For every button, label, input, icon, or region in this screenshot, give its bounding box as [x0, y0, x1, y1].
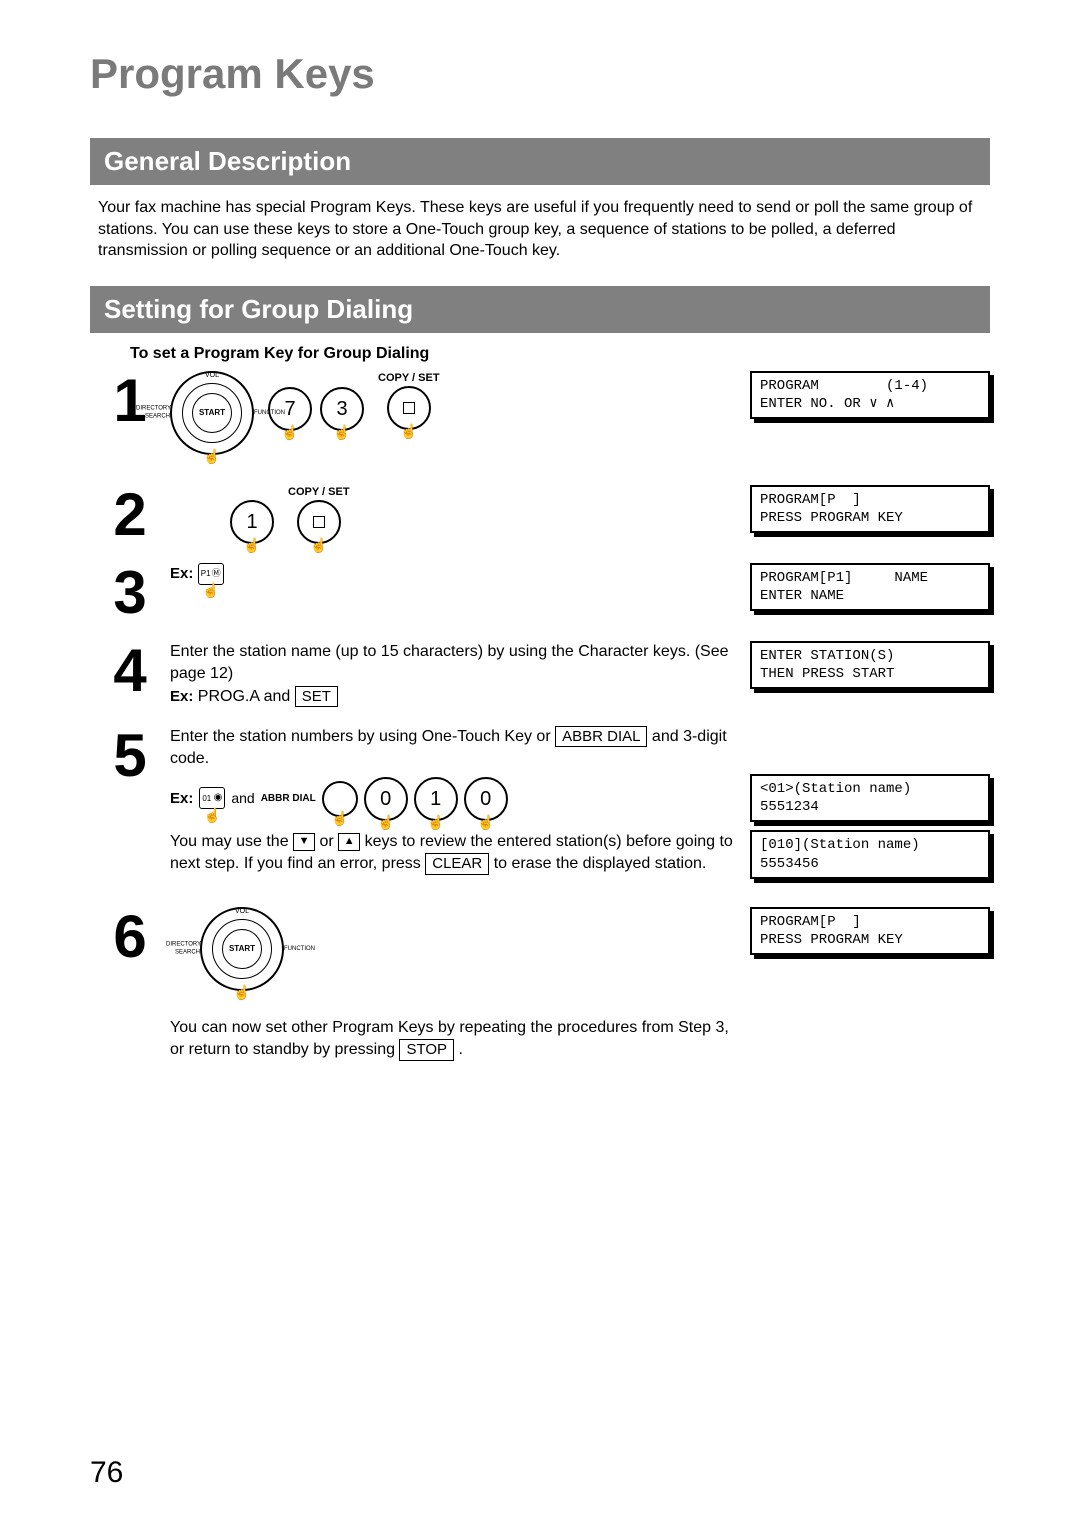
step-6-number: 6 [90, 907, 170, 967]
step-4-ex-text: PROG.A and [193, 688, 294, 705]
step-5-text-a: Enter the station numbers by using One-T… [170, 728, 555, 745]
start-label: START [222, 929, 262, 969]
press-icon [280, 425, 300, 443]
dir-search-label: DIRECTORY SEARCH [166, 940, 200, 957]
lcd-line: PROGRAM[P ] [760, 914, 861, 930]
stop-key-box: STOP [399, 1039, 454, 1061]
lcd-display-1: PROGRAM (1-4) ENTER NO. OR ∨ ∧ [750, 371, 990, 419]
up-arrow-key-icon: ▲ [338, 833, 360, 851]
stop-square-icon [403, 402, 415, 414]
vol-label: VOL [205, 371, 219, 381]
lcd-line: PRESS PROGRAM KEY [760, 510, 903, 526]
press-icon [232, 985, 252, 1003]
press-icon [330, 811, 350, 829]
lcd-display-2: PROGRAM[P ] PRESS PROGRAM KEY [750, 485, 990, 533]
press-icon [202, 808, 222, 826]
set-key-box: SET [295, 686, 338, 708]
step-2-row: 2 . 1 COPY / SET [90, 485, 990, 545]
lcd-line: 5553456 [760, 856, 819, 872]
vol-label: VOL [235, 907, 249, 917]
m-circle-icon: Ⓜ [212, 567, 221, 580]
function-dial-icon: VOL DIRECTORY SEARCH FUNCTION START [170, 371, 254, 455]
start-label: START [192, 393, 232, 433]
lcd-line: ENTER STATION(S) [760, 648, 894, 664]
lcd-line: PRESS PROGRAM KEY [760, 932, 903, 948]
press-icon [202, 449, 222, 467]
step-5-text-c: You may use the [170, 833, 293, 850]
press-icon [426, 815, 446, 833]
lcd-line: PROGRAM[P ] [760, 492, 861, 508]
step-1-row: 1 VOL DIRECTORY SEARCH FUNCTION START 7 [90, 371, 990, 467]
lcd-display-5b: [010](Station name) 5553456 [750, 830, 990, 878]
press-icon [476, 815, 496, 833]
step-5-text-f: to erase the displayed station. [494, 855, 707, 872]
function-dial-icon: VOL DIRECTORY SEARCH FUNCTION START [200, 907, 284, 991]
lcd-line: <01>(Station name) [760, 781, 911, 797]
ex-label: Ex: [170, 565, 193, 582]
step-5-text-d: or [320, 833, 339, 850]
and-label: and [231, 789, 254, 809]
step-3-number: 3 [90, 563, 170, 623]
lcd-line: PROGRAM (1-4) [760, 378, 928, 394]
clear-key-box: CLEAR [425, 853, 489, 875]
ex-label: Ex: [170, 688, 193, 705]
step-2-number: 2 [90, 485, 170, 545]
step-4-row: 4 Enter the station name (up to 15 chara… [90, 641, 990, 708]
press-icon [201, 583, 221, 601]
general-description-text: Your fax machine has special Program Key… [90, 197, 990, 286]
stop-square-icon [313, 516, 325, 528]
lcd-display-5a: <01>(Station name) 5551234 [750, 774, 990, 822]
press-icon [332, 425, 352, 443]
key-01-label: 01 [202, 793, 211, 804]
ex-label: Ex: [170, 788, 193, 809]
lcd-display-4: ENTER STATION(S) THEN PRESS START [750, 641, 990, 689]
down-arrow-key-icon: ▼ [293, 833, 315, 851]
lcd-line: ENTER NAME [760, 588, 844, 604]
lcd-line: THEN PRESS START [760, 666, 894, 682]
page-title: Program Keys [90, 50, 990, 98]
copy-set-label: COPY / SET [378, 371, 440, 386]
press-icon [309, 538, 329, 556]
copy-set-label: COPY / SET [288, 485, 350, 500]
page-number: 76 [90, 1456, 123, 1490]
press-icon [242, 538, 262, 556]
lcd-line: 5551234 [760, 799, 819, 815]
press-icon [376, 815, 396, 833]
lcd-display-6: PROGRAM[P ] PRESS PROGRAM KEY [750, 907, 990, 955]
lcd-line: PROGRAM[P1] NAME [760, 570, 928, 586]
groupdial-subheading: To set a Program Key for Group Dialing [90, 345, 990, 363]
step-5-row: 5 Enter the station numbers by using One… [90, 726, 990, 887]
abbr-dial-label: ABBR DIAL [261, 792, 316, 806]
section-general-heading: General Description [90, 138, 990, 185]
dot-icon: ◉ [214, 791, 223, 805]
lcd-display-3: PROGRAM[P1] NAME ENTER NAME [750, 563, 990, 611]
lcd-line: [010](Station name) [760, 837, 920, 853]
step-4-number: 4 [90, 641, 170, 701]
press-icon [399, 424, 419, 442]
dir-search-label: DIRECTORY SEARCH [136, 404, 170, 421]
step-4-text: Enter the station name (up to 15 charact… [170, 643, 729, 682]
function-label: FUNCTION [284, 945, 318, 953]
step-1-number: 1 [90, 371, 170, 431]
step-3-row: 3 Ex: P1Ⓜ PROGRAM[P1] NAME ENTER NAME [90, 563, 990, 623]
section-groupdial-heading: Setting for Group Dialing [90, 286, 990, 333]
step-6-row: 6 VOL DIRECTORY SEARCH FUNCTION START Yo… [90, 907, 990, 1062]
step-5-number: 5 [90, 726, 170, 786]
abbr-dial-box: ABBR DIAL [555, 726, 647, 748]
lcd-line: ENTER NO. OR ∨ ∧ [760, 396, 894, 412]
p1-label: P1 [201, 568, 211, 579]
